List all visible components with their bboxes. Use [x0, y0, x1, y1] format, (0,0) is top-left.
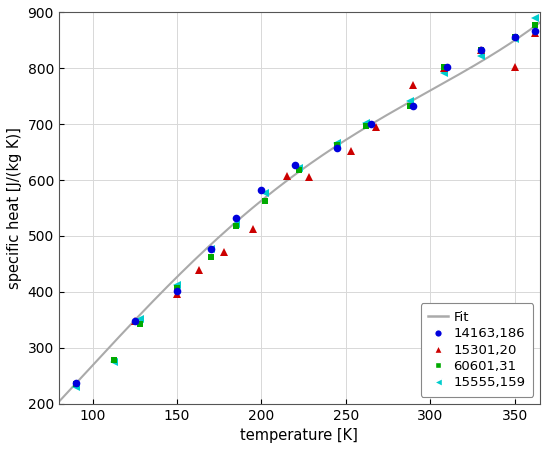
- Y-axis label: specific heat [J/(kg K)]: specific heat [J/(kg K)]: [7, 127, 22, 289]
- X-axis label: temperature [K]: temperature [K]: [241, 428, 358, 443]
- Legend: Fit, 14163,186, 15301,20, 60601,31, 15555,159: Fit, 14163,186, 15301,20, 60601,31, 1555…: [421, 303, 533, 397]
